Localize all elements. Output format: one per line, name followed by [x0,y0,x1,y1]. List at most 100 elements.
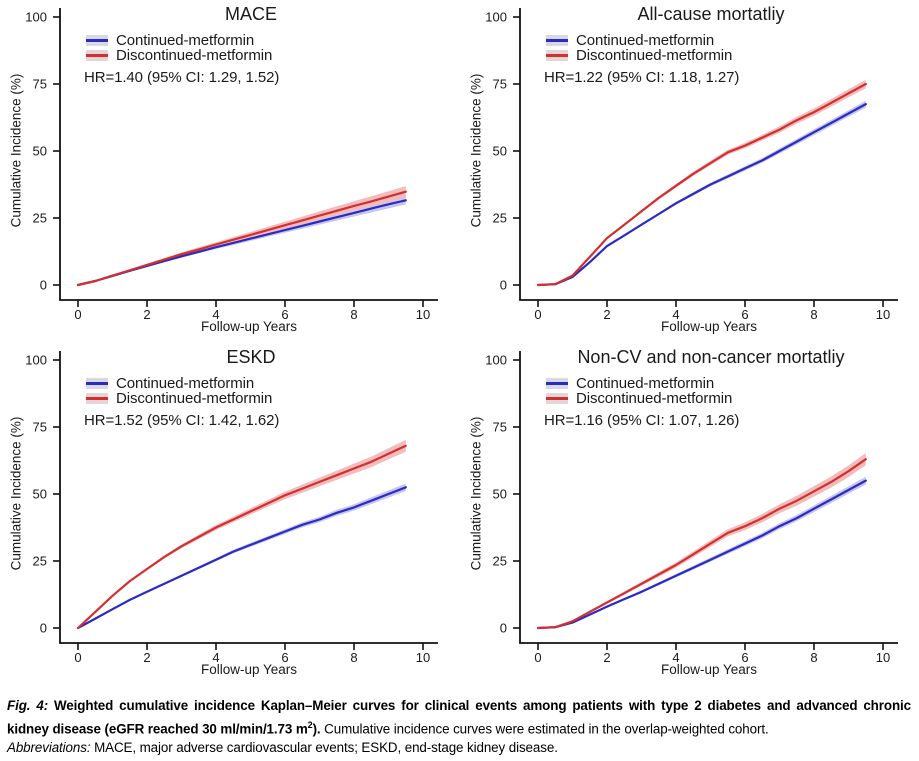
ci-band-discontinued-metformin [538,453,866,629]
curve-continued-metformin [76,486,407,630]
discontinued-key-line [86,54,108,57]
x-tick-label: 10 [876,307,890,322]
legend-item-continued: Continued-metformin [86,32,272,49]
non-cv-plot-svg: 0 25 50 75 100 0 2 4 6 8 10 [485,351,898,665]
legend-label-continued: Continued-metformin [576,32,715,49]
panel-title-all-cause: All-cause mortatliy [637,4,785,24]
ci-band-discontinued-metformin [538,79,866,286]
legend-label-discontinued: Discontinued-metformin [576,47,733,64]
legend-item-discontinued: Discontinued-metformin [546,390,733,407]
y-tick-label: 100 [25,353,47,368]
x-tick-label: 10 [416,307,430,322]
x-tick-label: 0 [534,650,541,665]
x-tick-label: 2 [143,650,150,665]
mace-plot-svg: 0 25 50 75 100 0 2 4 6 8 10 [25,8,438,322]
panel-mace: 0 25 50 75 100 0 2 4 6 8 10 MACE Continued-metform… [0,0,460,343]
discontinued-key-line [546,397,568,400]
continued-key-line [86,382,108,385]
caption-superscript: 2 [307,719,313,730]
x-tick-label: 8 [350,307,357,322]
y-tick-label: 25 [33,211,47,226]
legend-item-discontinued: Discontinued-metformin [86,47,273,64]
x-tick-label: 4 [672,650,679,665]
y-tick-label: 100 [485,10,507,25]
ci-band-continued-metformin [538,100,866,286]
y-tick-label: 0 [40,621,47,636]
x-tick-label: 2 [603,650,610,665]
discontinued-key-swatch [546,393,568,404]
curve-continued-metformin [536,102,867,287]
ci-band-continued-metformin [78,483,406,629]
legend: Continued-metformin Discontinued-metform… [86,375,272,407]
legend-label-continued: Continued-metformin [116,375,255,392]
panel-all-cause-mortality: 0 25 50 75 100 0 2 4 6 8 10 All-cause mortatliy Co… [460,0,919,343]
x-tick-label: 6 [741,307,748,322]
continued-key-line [86,39,108,42]
legend-item-continued: Continued-metformin [86,375,272,392]
x-axis-title: Follow-up Years [660,662,758,677]
legend: Continued-metformin Discontinued-metform… [546,32,733,64]
hazard-ratio-label: HR=1.22 (95% CI: 1.18, 1.27) [544,69,740,86]
y-tick-label: 25 [493,554,507,569]
continued-key-swatch [546,378,568,389]
x-tick-label: 6 [281,307,288,322]
discontinued-key-swatch [86,393,108,404]
legend-item-discontinued: Discontinued-metformin [86,390,272,407]
y-tick-label: 50 [493,487,507,502]
y-tick-label: 75 [33,77,47,92]
y-tick-label: 100 [25,10,47,25]
hazard-ratio-label: HR=1.52 (95% CI: 1.42, 1.62) [84,412,280,429]
panel-eskd: 0 25 50 75 100 0 2 4 6 8 10 ESKD Continued-metform… [0,343,460,686]
x-axis-title: Follow-up Years [200,662,298,677]
legend-item-continued: Continued-metformin [546,32,732,49]
continued-key-line [546,39,568,42]
ci-band-continued-metformin [538,476,866,629]
x-tick-label: 0 [534,307,541,322]
y-tick-label: 0 [500,621,507,636]
eskd-plot-svg: 0 25 50 75 100 0 2 4 6 8 10 [25,351,438,665]
legend-label-continued: Continued-metformin [116,32,255,49]
x-tick-label: 4 [672,307,679,322]
legend-label-discontinued: Discontinued-metformin [576,390,733,407]
y-tick-label: 0 [500,278,507,293]
legend: Continued-metformin Discontinued-metform… [546,375,733,407]
panel-title-mace: MACE [224,4,277,24]
y-tick-label: 75 [493,77,507,92]
x-tick-label: 4 [212,650,219,665]
discontinued-key-swatch [86,50,108,61]
legend-label-discontinued: Discontinued-metformin [116,47,273,64]
caption-regular-text: Cumulative incidence curves were estimat… [324,721,769,737]
x-tick-label: 2 [603,307,610,322]
legend: Continued-metformin Discontinued-metform… [86,32,273,64]
curve-continued-metformin [536,479,867,630]
y-axis-title: Cumulative Incidence (%) [8,416,24,571]
continued-key-swatch [86,35,108,46]
y-tick-label: 25 [493,211,507,226]
caption-abbrev-text: MACE, major adverse cardiovascular event… [94,739,558,755]
curve-discontinued-metformin [536,82,867,287]
panel-non-cv-non-cancer-mortality: 0 25 50 75 100 0 2 4 6 8 10 Non-CV and non-cancer … [460,343,919,686]
continued-key-swatch [546,35,568,46]
x-tick-label: 4 [212,307,219,322]
discontinued-key-swatch [546,50,568,61]
x-tick-label: 10 [876,650,890,665]
x-tick-label: 2 [143,307,150,322]
y-tick-label: 75 [33,420,47,435]
y-tick-label: 50 [33,487,47,502]
km-figure: 0 25 50 75 100 0 2 4 6 8 10 MACE Continued-metform… [0,0,919,686]
y-axis-title: Cumulative Incidence (%) [468,73,484,228]
y-tick-label: 100 [485,353,507,368]
y-tick-label: 50 [493,144,507,159]
caption-bold-close: ). [312,721,321,737]
x-tick-label: 10 [416,650,430,665]
curve-discontinued-metformin [76,444,407,630]
caption-fig-label: Fig. 4: [7,698,49,713]
x-tick-label: 8 [810,650,817,665]
y-tick-label: 25 [33,554,47,569]
y-axis-title: Cumulative Incidence (%) [468,416,484,571]
caption-abbrev-label: Abbreviations: [7,739,91,755]
legend-item-discontinued: Discontinued-metformin [546,47,733,64]
curve-discontinued-metformin [536,458,867,630]
hazard-ratio-label: HR=1.40 (95% CI: 1.29, 1.52) [84,69,280,86]
y-tick-label: 0 [40,278,47,293]
